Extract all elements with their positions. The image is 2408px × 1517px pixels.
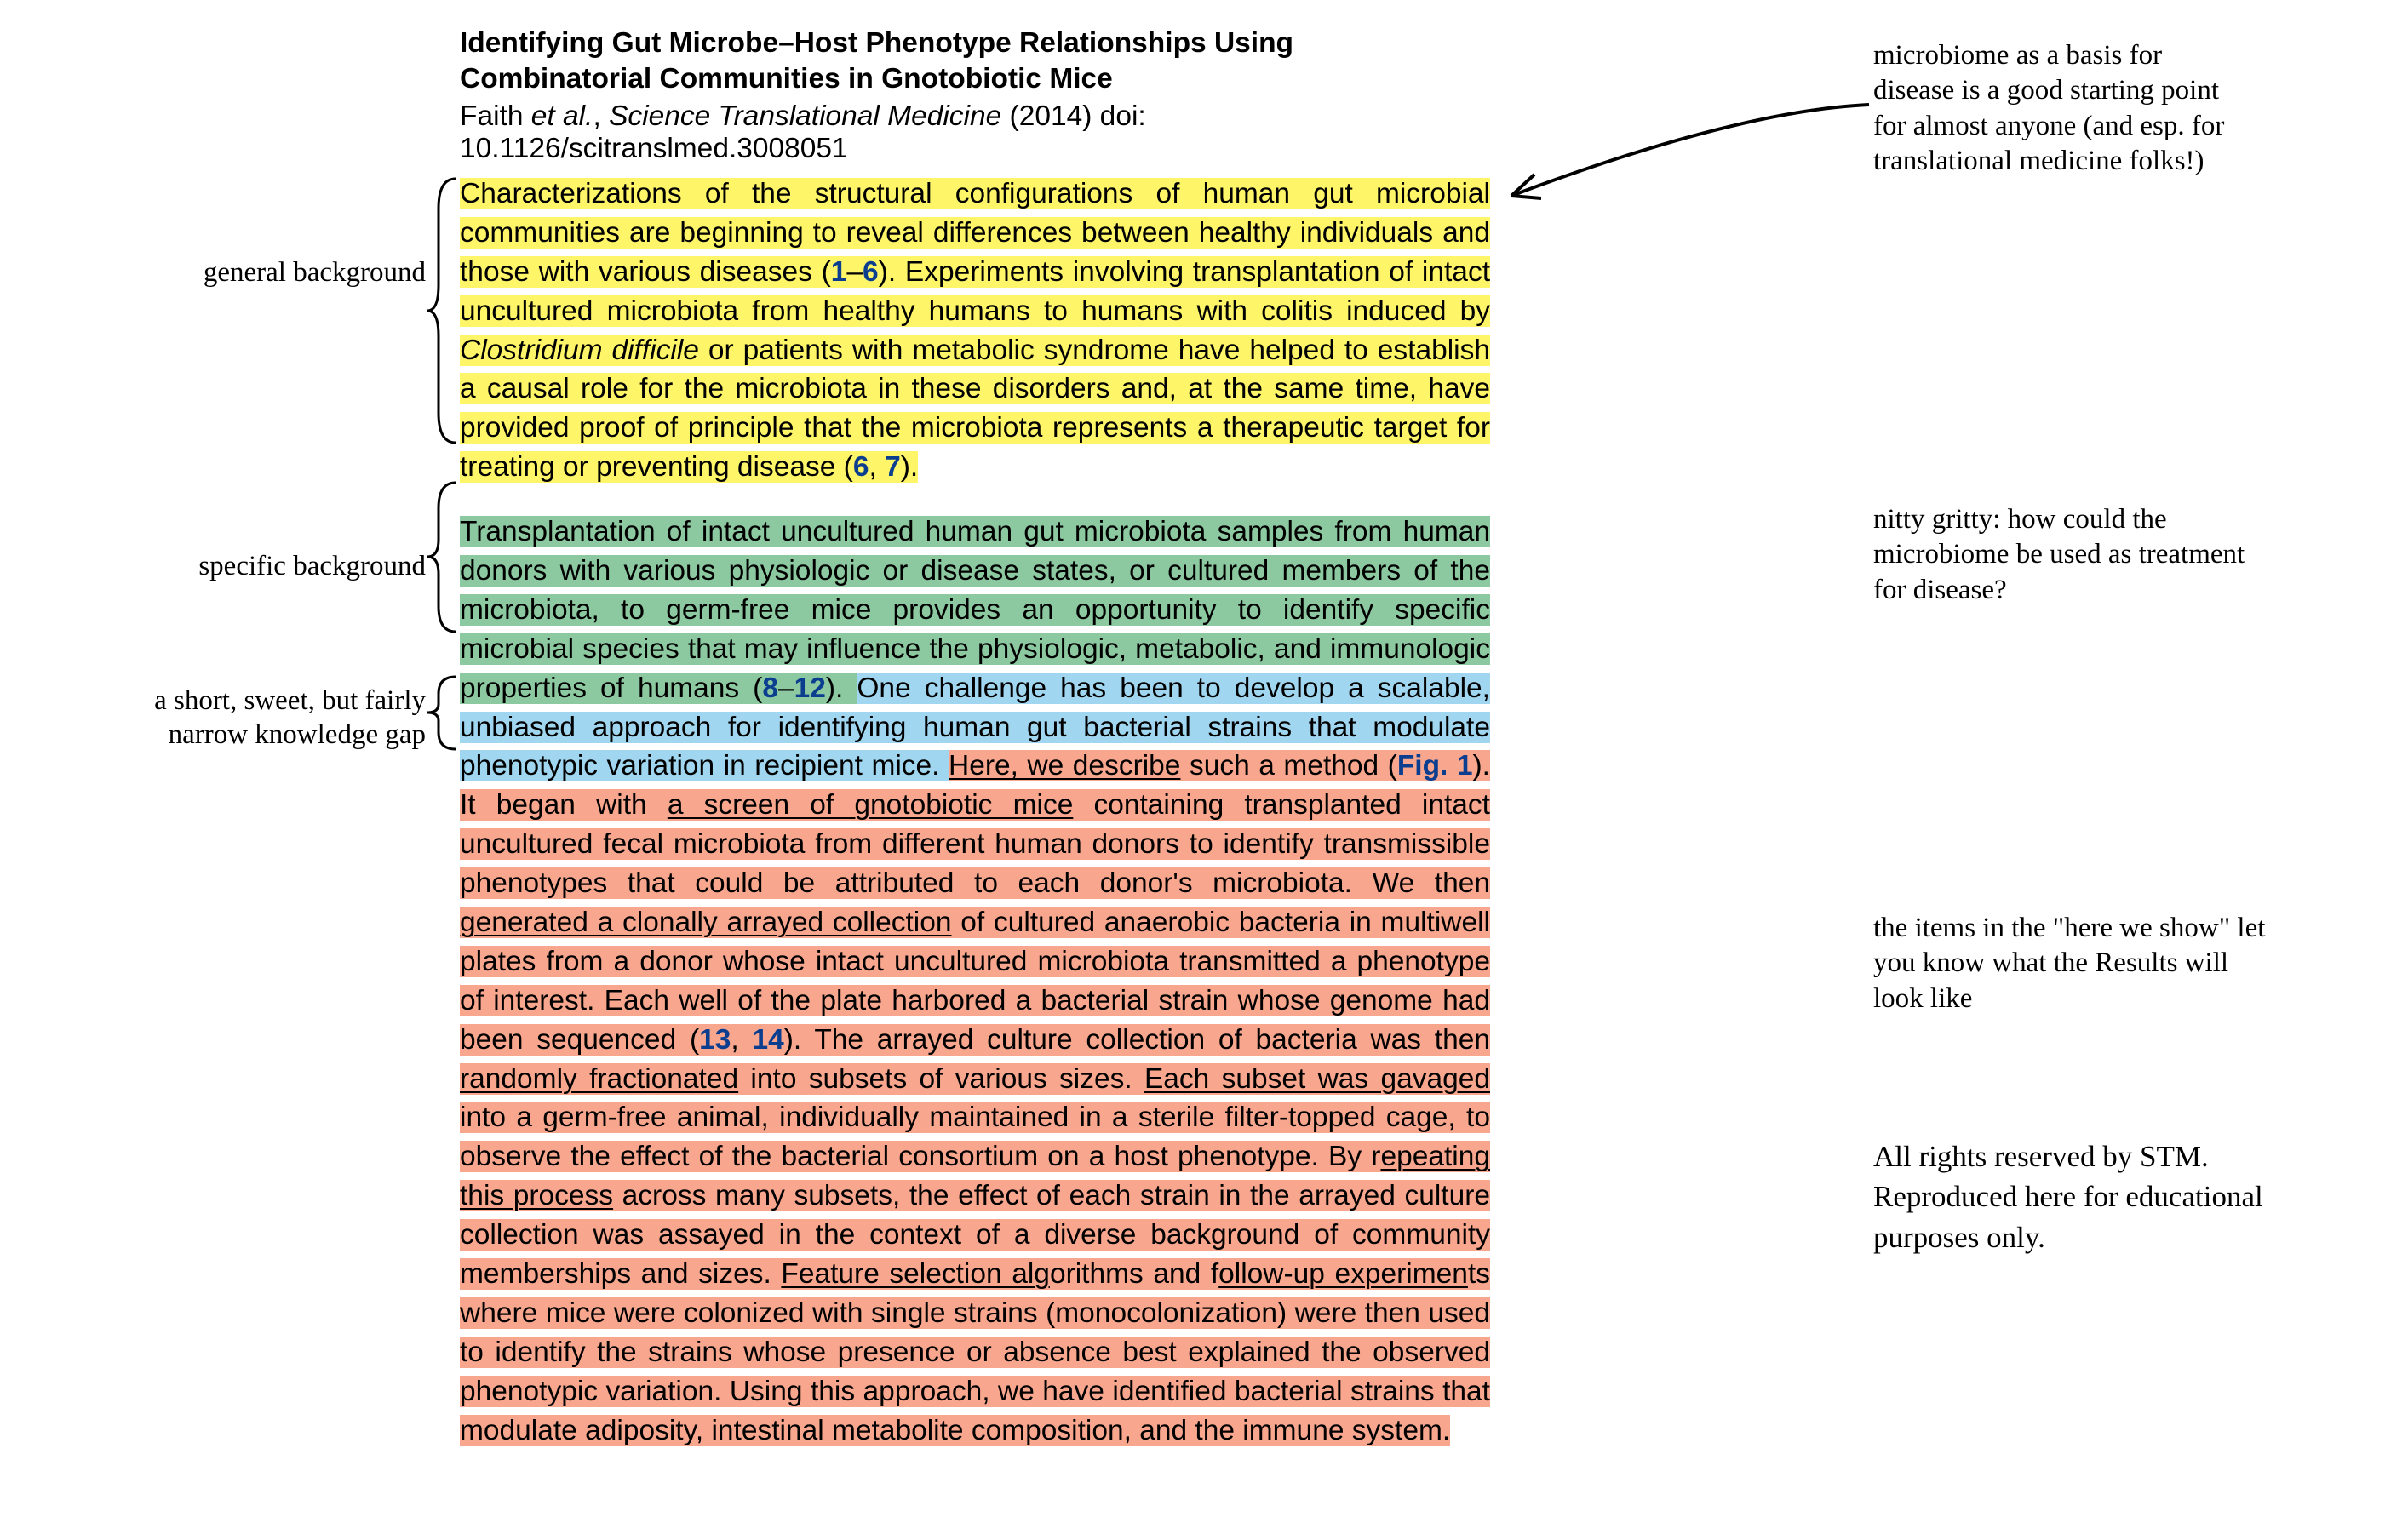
c-difficile: Clostridium difficile — [460, 335, 699, 366]
p1-comma: , — [869, 451, 885, 483]
u-here: Here, we describe — [949, 750, 1180, 781]
p1-dash: – — [846, 256, 863, 288]
ref-6b[interactable]: 6 — [853, 451, 869, 483]
ref-13[interactable]: 13 — [699, 1024, 731, 1056]
p2-s8b: orithms and f — [1050, 1258, 1218, 1290]
general-background-span: Characterizations of the structural conf… — [460, 178, 1490, 483]
u-gavaged: Each subset was gavaged — [1144, 1063, 1490, 1095]
u-random: randomly fractionated — [460, 1063, 738, 1095]
annot-specific-background: specific background — [0, 549, 426, 584]
u-screen: a screen of gnotobiotic mice — [668, 789, 1074, 821]
p2-s5: ). The arrayed culture collection of bac… — [784, 1024, 1490, 1056]
header-block: Identifying Gut Microbe–Host Phenotype R… — [460, 26, 1490, 165]
u-feature: Feature selection alg — [781, 1258, 1050, 1290]
p2-scomma: , — [731, 1024, 752, 1056]
ref-14[interactable]: 14 — [752, 1024, 783, 1056]
ref-8[interactable]: 8 — [762, 673, 778, 704]
annot-general-background: general background — [0, 255, 426, 290]
here-we-show-span: Here, we describe such a method (Fig. 1)… — [460, 750, 1490, 1445]
arrow-top-right-icon — [1499, 98, 1878, 217]
bracket-general-icon — [426, 175, 460, 447]
journal-sep: , — [593, 100, 609, 132]
annot-nitty-gritty: nitty gritty: how could the microbiome b… — [1873, 502, 2248, 608]
annot-knowledge-gap-1: a short, sweet, but fairly — [0, 684, 426, 718]
annot-here-we-show: the items in the "here we show" let you … — [1873, 911, 2282, 1016]
p2-s7: into a germ-free animal, individually ma… — [460, 1102, 1490, 1172]
u-clonal: generated a clonally arrayed collection — [460, 907, 952, 938]
annot-microbiome-disease: microbiome as a basis for disease is a g… — [1873, 38, 2248, 179]
paragraph-1: Characterizations of the structural conf… — [460, 175, 1490, 487]
p2-gdash: – — [778, 673, 794, 704]
paper-title: Identifying Gut Microbe–Host Phenotype R… — [460, 26, 1490, 97]
fig-1[interactable]: Fig. 1 — [1397, 750, 1473, 781]
authors-prefix: Faith — [460, 100, 531, 132]
p2-g2: ). — [826, 673, 857, 704]
p1-seg4: ). — [901, 451, 918, 483]
paragraph-2: Transplantation of intact uncultured hum… — [460, 512, 1490, 1450]
annot-knowledge-gap-2: narrow knowledge gap — [0, 718, 426, 753]
p2-s1: such a method ( — [1180, 750, 1396, 781]
ref-1[interactable]: 1 — [831, 256, 847, 288]
bracket-specific-icon — [426, 478, 460, 636]
abstract-text: Characterizations of the structural conf… — [460, 175, 1490, 1451]
authors-etal: et al. — [531, 100, 593, 132]
rights-statement: All rights reserved by STM. Reproduced h… — [1873, 1136, 2282, 1257]
bracket-gap-icon — [426, 673, 460, 753]
p2-s6: into subsets of various sizes. — [738, 1063, 1144, 1095]
ref-6[interactable]: 6 — [863, 256, 879, 288]
ref-12[interactable]: 12 — [794, 673, 826, 704]
u-follow: ollow-up experimen — [1218, 1258, 1468, 1290]
ref-7[interactable]: 7 — [885, 451, 901, 483]
journal-name: Science Translational Medicine — [609, 100, 1001, 132]
paper-citation: Faith et al., Science Translational Medi… — [460, 100, 1490, 165]
